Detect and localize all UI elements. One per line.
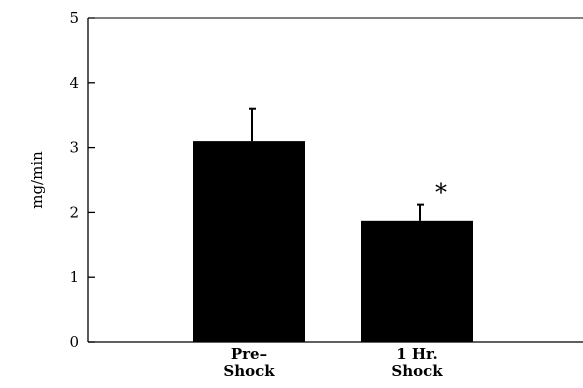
y-tick-label: 4: [69, 74, 79, 92]
y-tick-label: 1: [69, 268, 79, 286]
category-label: Shock: [223, 362, 275, 380]
bars: [193, 141, 473, 342]
significance-asterisk: *: [435, 179, 447, 207]
y-tick-label: 3: [69, 139, 79, 157]
y-tick-label: 2: [69, 203, 79, 221]
bar: [193, 141, 305, 342]
chart-axes: [87, 17, 583, 343]
error-bars: [249, 107, 424, 221]
category-label: Pre–: [231, 345, 267, 363]
y-ticks: 0 1 2 3 4 5: [69, 9, 95, 351]
bar: [361, 220, 473, 342]
y-tick-label: 5: [69, 9, 79, 27]
category-label: Shock: [391, 362, 443, 380]
category-label: 1 Hr.: [396, 345, 438, 363]
annotations: *: [435, 179, 447, 207]
y-axis-label: mg/min: [28, 151, 46, 209]
y-tick-label: 0: [69, 333, 79, 351]
